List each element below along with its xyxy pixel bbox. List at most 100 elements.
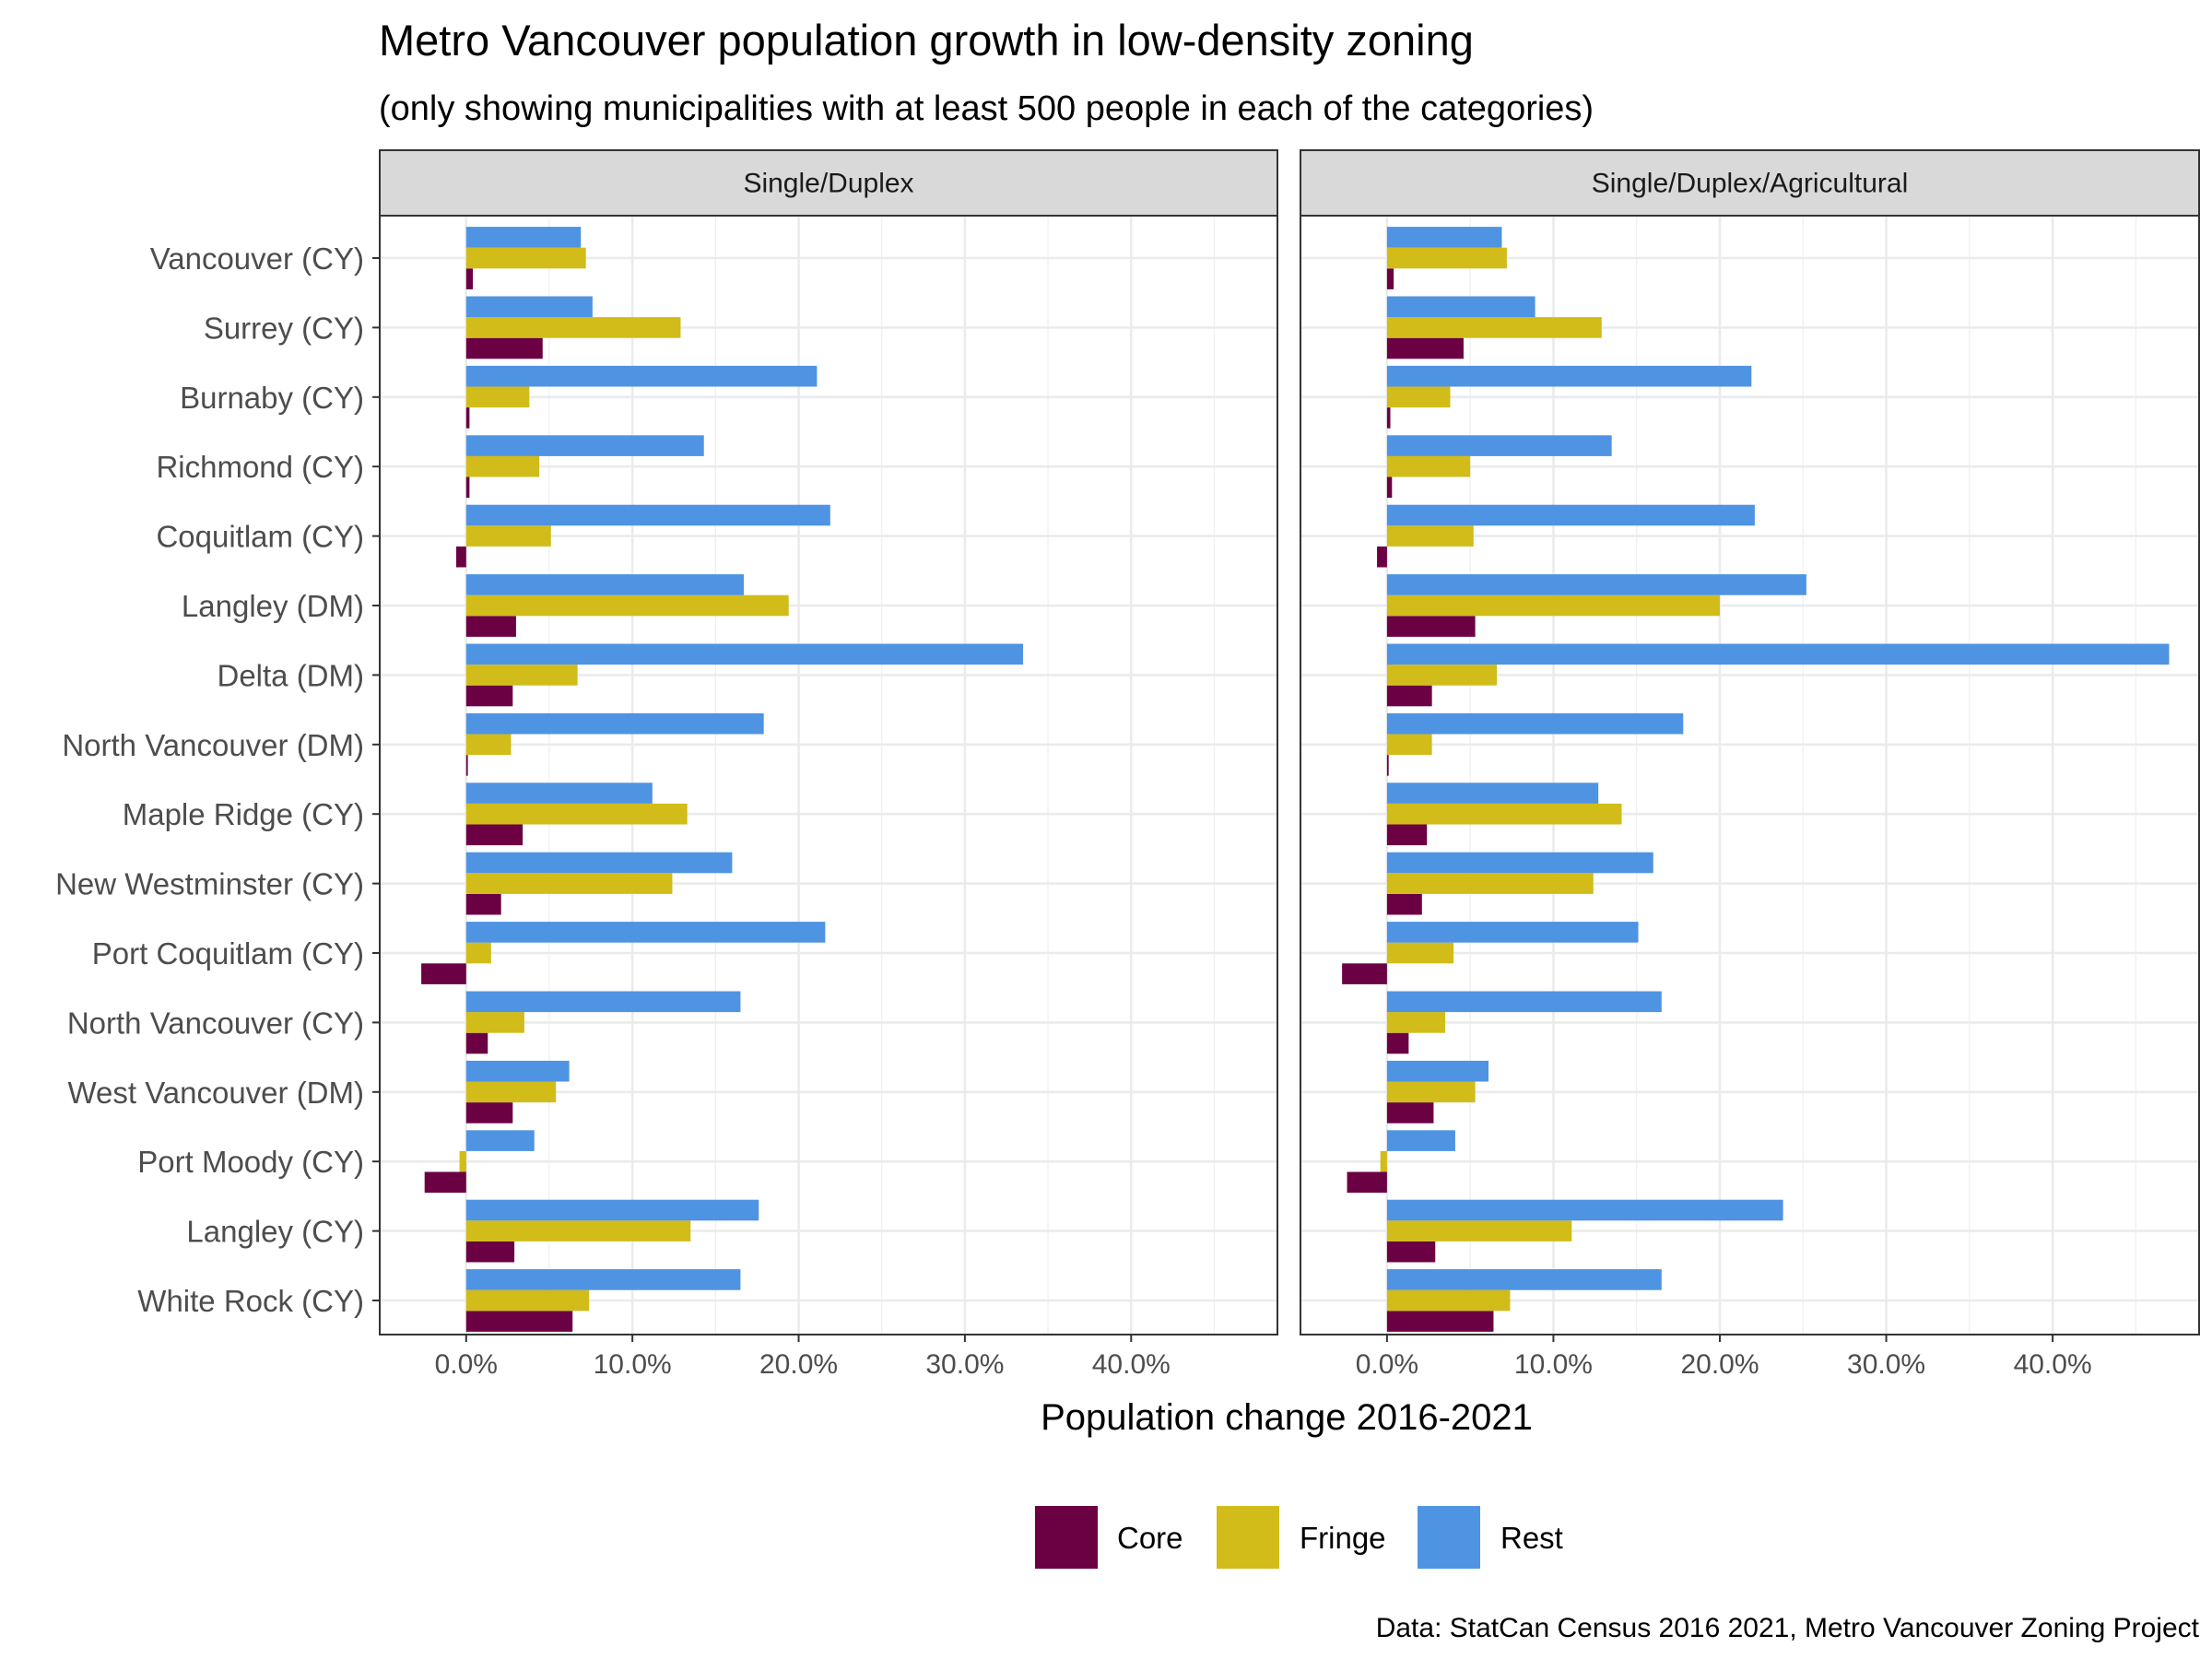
legend-key-core	[1035, 1506, 1098, 1569]
bar-rest	[1386, 712, 1684, 735]
facet-strip-label: Single/Duplex	[743, 169, 913, 199]
x-tick-label: 40.0%	[2014, 1349, 2092, 1380]
bar-core	[1386, 1032, 1409, 1054]
bar-rest	[1386, 991, 1662, 1013]
bar-core	[1377, 546, 1387, 568]
y-tick-label: Coquitlam (CY)	[156, 520, 364, 554]
bar-core	[465, 1032, 488, 1054]
bar-core	[465, 616, 516, 637]
x-tick-label: 0.0%	[435, 1349, 498, 1380]
bar-rest	[465, 852, 733, 874]
bar-fringe	[1386, 665, 1498, 686]
bar-core	[1386, 268, 1394, 289]
bar-core	[465, 1102, 513, 1124]
bar-core	[465, 893, 501, 915]
bar-core	[465, 407, 470, 429]
bar-fringe	[465, 803, 688, 825]
bar-core	[1386, 893, 1422, 915]
bar-rest	[465, 227, 582, 248]
x-axis: 0.0% 10.0% 20.0% 30.0% 40.0%	[435, 1335, 1171, 1380]
bar-rest	[465, 574, 745, 595]
bar-core	[465, 477, 470, 499]
bar-fringe	[465, 942, 491, 964]
bar-fringe	[1386, 525, 1474, 547]
bar-fringe	[459, 1150, 466, 1172]
bar-fringe	[465, 1081, 557, 1103]
y-tick-label: Port Coquitlam (CY)	[92, 936, 364, 971]
bar-rest	[1386, 922, 1639, 943]
bar-fringe	[1386, 803, 1622, 825]
bar-rest	[465, 712, 764, 735]
bar-core	[421, 963, 466, 984]
bar-core	[1386, 337, 1464, 359]
chart-subtitle: (only showing municipalities with at lea…	[379, 89, 1594, 128]
bar-core	[1342, 963, 1387, 984]
bar-fringe	[465, 317, 681, 338]
x-tick-label: 40.0%	[1092, 1349, 1171, 1380]
y-axis: Vancouver (CY) Surrey (CY) Burnaby (CY) Ric…	[55, 241, 380, 1318]
bar-fringe	[465, 734, 512, 756]
bar-rest	[1386, 852, 1653, 874]
bar-rest	[1386, 1060, 1489, 1082]
bar-rest	[465, 643, 1024, 665]
bar-core	[455, 546, 466, 568]
y-tick-label: Richmond (CY)	[156, 450, 364, 484]
panel-1: Single/Duplex 0.0% 10.0% 20.0% 30.0% 40.0%	[379, 149, 1278, 1380]
facet-strip	[379, 149, 1278, 217]
caption: Data: StatCan Census 2016 2021, Metro Va…	[1376, 1613, 2200, 1643]
bar-rest	[465, 365, 818, 387]
bar-fringe	[465, 1289, 590, 1312]
bar-fringe	[465, 386, 530, 408]
x-axis-title: Population change 2016-2021	[1041, 1397, 1533, 1438]
bar-rest	[1386, 1199, 1783, 1221]
bar-rest	[1386, 574, 1806, 595]
bar-rest	[1386, 1130, 1455, 1151]
bar-fringe	[465, 873, 673, 894]
bar-fringe	[1386, 594, 1720, 617]
bar-core	[465, 1241, 515, 1263]
facet-strip-label: Single/Duplex/Agricultural	[1592, 169, 1909, 199]
bar-fringe	[1386, 734, 1432, 756]
bar-fringe	[1386, 1081, 1476, 1103]
bar-core	[1386, 685, 1432, 707]
bar-core	[465, 1311, 573, 1332]
bar-core	[465, 337, 543, 359]
bar-core	[1386, 1311, 1494, 1332]
x-tick-label: 20.0%	[759, 1349, 838, 1380]
bar-fringe	[465, 1012, 524, 1033]
bar-core	[1386, 616, 1476, 637]
y-tick-label: New Westminster (CY)	[55, 867, 364, 901]
bar-fringe	[1386, 455, 1471, 477]
bar-fringe	[1380, 1150, 1387, 1172]
facet-strip	[1300, 149, 2200, 217]
bar-rest	[465, 991, 741, 1013]
x-tick-label: 0.0%	[1356, 1349, 1418, 1380]
y-tick-label: Delta (DM)	[217, 658, 364, 692]
x-axis: 0.0% 10.0% 20.0% 30.0% 40.0%	[1356, 1335, 2092, 1380]
bar-rest	[465, 504, 830, 526]
y-tick-label: Burnaby (CY)	[180, 381, 364, 415]
legend-key-fringe	[1217, 1506, 1279, 1569]
bar-rest	[465, 1060, 570, 1082]
bar-rest	[1386, 643, 2170, 665]
bar-core	[465, 685, 513, 707]
bar-rest	[465, 1269, 741, 1290]
bar-fringe	[465, 525, 551, 547]
y-tick-label: North Vancouver (CY)	[67, 1006, 364, 1040]
y-tick-label: Port Moody (CY)	[137, 1145, 364, 1179]
bar-rest	[465, 1199, 759, 1221]
bar-rest	[1386, 296, 1535, 318]
x-tick-label: 30.0%	[925, 1349, 1004, 1380]
legend-key-rest	[1418, 1506, 1480, 1569]
panel-border	[379, 215, 1278, 1335]
y-tick-label: Langley (DM)	[182, 589, 364, 623]
legend-label: Core	[1117, 1521, 1183, 1555]
bar-rest	[1386, 227, 1502, 248]
bar-core	[465, 824, 524, 846]
bar-fringe	[1386, 1289, 1511, 1312]
x-tick-label: 20.0%	[1680, 1349, 1759, 1380]
bar-rest	[1386, 435, 1612, 456]
bar-rest	[465, 922, 826, 943]
bar-rest	[465, 782, 653, 804]
